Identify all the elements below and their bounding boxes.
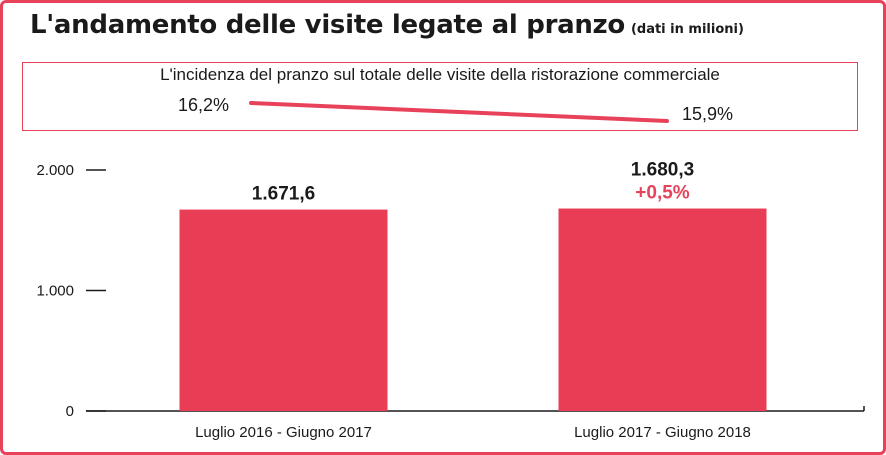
chart-title: L'andamento delle visite legate al pranz… — [30, 10, 744, 40]
y-tick-label: 2.000 — [36, 162, 74, 179]
category-label: Luglio 2016 - Giugno 2017 — [195, 424, 372, 441]
incidence-start-label: 16,2% — [178, 95, 230, 115]
bar — [179, 209, 388, 411]
chart-title-text: L'andamento delle visite legate al pranz… — [30, 10, 625, 40]
incidence-panel: L'incidenza del pranzo sul totale delle … — [22, 62, 858, 131]
bar — [558, 208, 767, 411]
y-tick-label: 0 — [66, 403, 74, 420]
chart-title-unit: (dati in milioni) — [630, 22, 744, 37]
y-tick-label: 1.000 — [36, 283, 74, 300]
incidence-title: L'incidenza del pranzo sul totale delle … — [160, 65, 720, 84]
incidence-end-label: 15,9% — [682, 104, 734, 124]
bar-value-label: 1.671,6 — [252, 184, 315, 205]
incidence-trend-line — [249, 101, 669, 123]
incidence-line-chart — [249, 101, 669, 123]
bar-delta-label: +0,5% — [635, 183, 690, 204]
bar-value-label: 1.680,3 — [631, 160, 694, 181]
category-label: Luglio 2017 - Giugno 2018 — [574, 424, 751, 441]
